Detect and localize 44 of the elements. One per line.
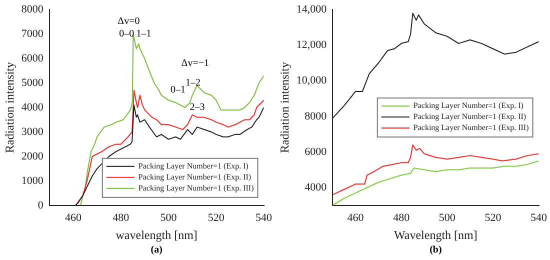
x-axis-title: Wavelength [nm] [394,228,478,242]
annotation: 0–1 [170,84,186,96]
legend-label: Packing Layer Number=1 (Exp. II) [138,172,252,182]
x-tick-label: 520 [208,212,225,224]
x-tick-label: 540 [530,212,548,224]
x-tick-label: 480 [393,212,410,224]
x-tick-label: 500 [438,212,456,224]
y-axis-title: Radiation intensity [2,62,16,153]
x-tick-label: 480 [112,212,130,224]
y-tick-label: 14,000 [296,3,328,16]
annotation: 1–2 [186,78,201,89]
y-tick-label: 6000 [304,146,328,158]
text: (b) [430,244,442,256]
legend-label: Packing Layer Number=1 (Exp. I) [138,161,249,170]
x-tick-label: 520 [484,212,502,224]
y-tick-label: 12,000 [296,39,328,52]
y-tick-label: 2000 [21,150,44,162]
legend-label: Packing Layer Number=1 (Exp. II) [413,112,526,122]
legend-label: Packing Layer Number=1 (Exp. I) [413,101,524,110]
x-tick-label: 500 [160,212,178,224]
y-tick-label: 4000 [304,181,328,194]
text: (a) [150,244,162,256]
y-tick-label: 0 [38,199,44,212]
y-axis-title: Radiation intensity [277,62,292,153]
legend-label: Packing Layer Number=1 (Exp. III) [413,123,530,132]
annotation: 2–3 [190,102,205,114]
y-tick-label: 3000 [21,126,44,138]
y-tick-label: 5000 [21,76,44,89]
x-tick-label: 540 [256,212,272,224]
annotation: 0–0 [119,28,134,40]
annotation: Δv=−1 [181,58,210,70]
y-tick-label: 4000 [21,101,44,114]
y-tick-label: 8000 [21,3,44,16]
y-tick-label: 6000 [21,52,44,64]
y-tick-label: 7000 [21,28,44,40]
y-tick-label: 8000 [304,110,328,122]
y-tick-label: 10,000 [296,74,328,87]
x-axis-title: wavelength [nm] [116,228,198,242]
annotation: Δv=0 [118,16,140,27]
x-tick-label: 460 [64,212,82,224]
legend-label: Packing Layer Number=1 (Exp. III) [138,183,254,192]
annotation: 1–1 [136,28,152,40]
x-tick-label: 460 [347,212,364,224]
y-tick-label: 1000 [21,174,44,187]
